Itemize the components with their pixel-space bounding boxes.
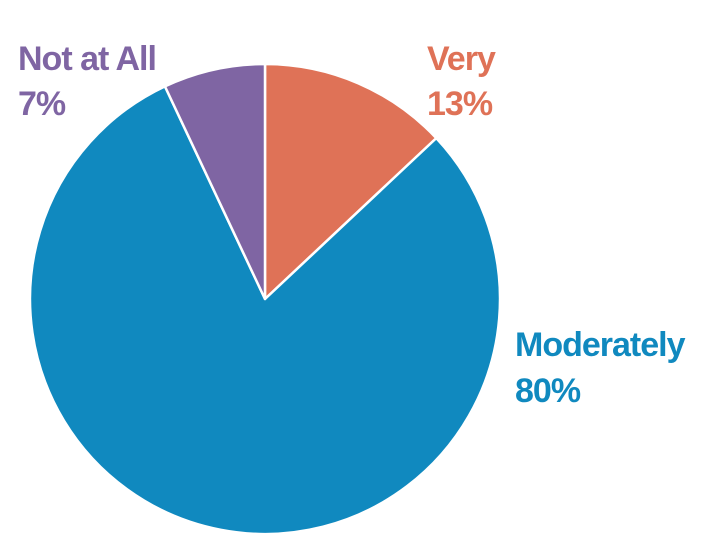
- pie-labels: Very 13% Moderately 80% Not at All 7%: [18, 40, 687, 410]
- pie-slice-not-at-all: [163, 62, 267, 301]
- slice-label-very: Very: [427, 40, 496, 78]
- pie-slice-moderately: [28, 85, 502, 536]
- slice-label-not-at-all: Not at All: [18, 40, 156, 78]
- slice-value-very: 13%: [427, 85, 493, 123]
- slice-value-not-at-all: 7%: [18, 85, 66, 123]
- slice-label-moderately: Moderately: [515, 326, 686, 364]
- pie-slices: [28, 62, 502, 536]
- slice-value-moderately: 80%: [515, 372, 581, 410]
- pie-slice-very: [263, 62, 438, 301]
